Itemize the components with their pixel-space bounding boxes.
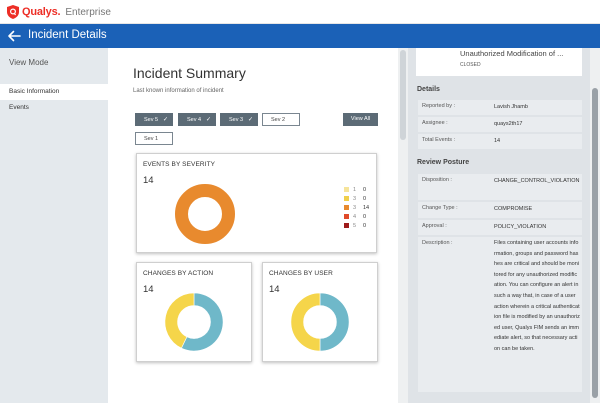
check-icon: ✓	[205, 117, 211, 123]
check-icon: ✓	[162, 117, 168, 123]
brand-edition: Enterprise	[65, 6, 111, 18]
filter-sev-2-label: Sev 2	[271, 117, 286, 123]
legend-label: 4	[353, 213, 357, 220]
view-mode-label: View Mode	[9, 58, 49, 67]
sidebar: View Mode Basic Information Events	[0, 48, 108, 403]
card-count: 14	[143, 175, 154, 186]
legend-swatch	[344, 196, 349, 201]
check-icon: ✓	[247, 117, 253, 123]
incident-summary-title: Incident Summary	[133, 65, 246, 81]
filter-sev-5-label: Sev 5	[144, 117, 159, 123]
assignee-label: Assignee :	[422, 120, 448, 126]
assignee-value: quays2th17	[494, 121, 523, 127]
filter-sev-1[interactable]: Sev 1	[135, 132, 173, 145]
legend-swatch	[344, 223, 349, 228]
filter-sev-5[interactable]: Sev 5 ✓	[135, 113, 173, 126]
page-title: Incident Details	[28, 29, 107, 41]
approval-row: Approval : POLICY_VIOLATION	[418, 220, 582, 235]
back-arrow-icon[interactable]	[6, 28, 22, 44]
approval-label: Approval :	[422, 223, 447, 229]
change-type-label: Change Type :	[422, 205, 458, 211]
view-all-button[interactable]: View All	[343, 113, 378, 126]
total-events-label: Total Events :	[422, 137, 456, 143]
incident-status: CLOSED	[460, 62, 481, 68]
sidebar-item-basic-information[interactable]: Basic Information	[0, 84, 108, 100]
total-events-row: Total Events : 14	[418, 134, 582, 149]
legend-value: 0	[363, 213, 367, 220]
change-type-row: Change Type : COMPROMISE	[418, 202, 582, 218]
legend-label: 3	[353, 204, 357, 211]
reported-by-value: Lavish Jhamb	[494, 104, 528, 110]
legend-swatch	[344, 187, 349, 192]
detail-scroll-thumb[interactable]	[592, 88, 598, 398]
severity-legend: 1 0 3 0 3 14 4 0 5 0	[344, 185, 369, 230]
legend-swatch	[344, 214, 349, 219]
legend-item: 3 0	[344, 194, 369, 203]
sidebar-item-events[interactable]: Events	[9, 104, 29, 111]
donut-slice[interactable]	[164, 292, 195, 349]
review-posture-heading: Review Posture	[417, 159, 470, 166]
card-count: 14	[143, 284, 154, 295]
changes-by-user-card: CHANGES BY USER 14	[262, 262, 378, 362]
filter-sev-1-label: Sev 1	[144, 136, 159, 142]
legend-item: 3 14	[344, 203, 369, 212]
description-label: Description :	[422, 240, 453, 246]
qualys-logo[interactable]: Qualys. Enterprise	[7, 5, 111, 19]
legend-label: 3	[353, 195, 357, 202]
total-events-value: 14	[494, 138, 501, 144]
brand-name: Qualys.	[22, 6, 61, 18]
donut-slice[interactable]	[319, 292, 350, 352]
detail-scrollbar[interactable]	[590, 48, 600, 403]
card-count: 14	[269, 284, 280, 295]
legend-item: 5 0	[344, 221, 369, 230]
title-bar: Incident Details	[0, 24, 600, 48]
legend-swatch	[344, 205, 349, 210]
reported-by-label: Reported by :	[422, 103, 456, 109]
card-title: CHANGES BY USER	[269, 270, 333, 277]
incident-header-card: Unauthorized Modification of ... CLOSED	[416, 48, 582, 76]
details-heading: Details	[417, 86, 440, 93]
filter-sev-4-label: Sev 4	[187, 117, 202, 123]
changes-by-action-card: CHANGES BY ACTION 14	[136, 262, 252, 362]
donut-slice[interactable]	[181, 292, 224, 352]
description-value: Files containing user accounts informati…	[494, 240, 580, 352]
card-title: EVENTS BY SEVERITY	[143, 161, 216, 168]
legend-item: 4 0	[344, 212, 369, 221]
reported-by-row: Reported by : Lavish Jhamb	[418, 100, 582, 115]
donut-slice[interactable]	[175, 184, 235, 244]
legend-item: 1 0	[344, 185, 369, 194]
legend-value: 14	[363, 204, 370, 211]
events-by-severity-card: EVENTS BY SEVERITY 14 1 0 3 0 3 14 4	[136, 153, 377, 253]
change-type-value: COMPROMISE	[494, 206, 533, 212]
description-row: Description : Files containing user acco…	[418, 237, 582, 392]
severity-donut-chart	[175, 184, 235, 244]
filter-sev-3[interactable]: Sev 3 ✓	[220, 113, 258, 126]
legend-value: 0	[363, 186, 367, 193]
qualys-shield-icon	[7, 5, 19, 19]
top-header: Qualys. Enterprise	[0, 0, 600, 24]
main-content: Incident Summary Last known information …	[108, 48, 408, 403]
disposition-value: CHANGE_CONTROL_VIOLATION	[494, 178, 580, 184]
donut-slice[interactable]	[290, 292, 321, 352]
legend-label: 1	[353, 186, 357, 193]
action-donut-chart	[164, 292, 224, 352]
filter-sev-4[interactable]: Sev 4 ✓	[178, 113, 216, 126]
main-scrollbar[interactable]	[398, 48, 408, 403]
approval-value: POLICY_VIOLATION	[494, 224, 547, 230]
main-scroll-thumb[interactable]	[400, 50, 406, 140]
incident-summary-subtitle: Last known information of incident	[133, 88, 224, 94]
incident-name: Unauthorized Modification of ...	[460, 49, 564, 58]
user-donut-chart	[290, 292, 350, 352]
disposition-label: Disposition :	[422, 177, 452, 183]
legend-label: 5	[353, 222, 357, 229]
disposition-row: Disposition : CHANGE_CONTROL_VIOLATION	[418, 174, 582, 200]
filter-sev-3-label: Sev 3	[229, 117, 244, 123]
card-title: CHANGES BY ACTION	[143, 270, 214, 277]
legend-value: 0	[363, 222, 367, 229]
filter-sev-2[interactable]: Sev 2	[262, 113, 300, 126]
assignee-row: Assignee : quays2th17	[418, 117, 582, 132]
legend-value: 0	[363, 195, 367, 202]
detail-panel: Unauthorized Modification of ... CLOSED …	[408, 48, 590, 403]
